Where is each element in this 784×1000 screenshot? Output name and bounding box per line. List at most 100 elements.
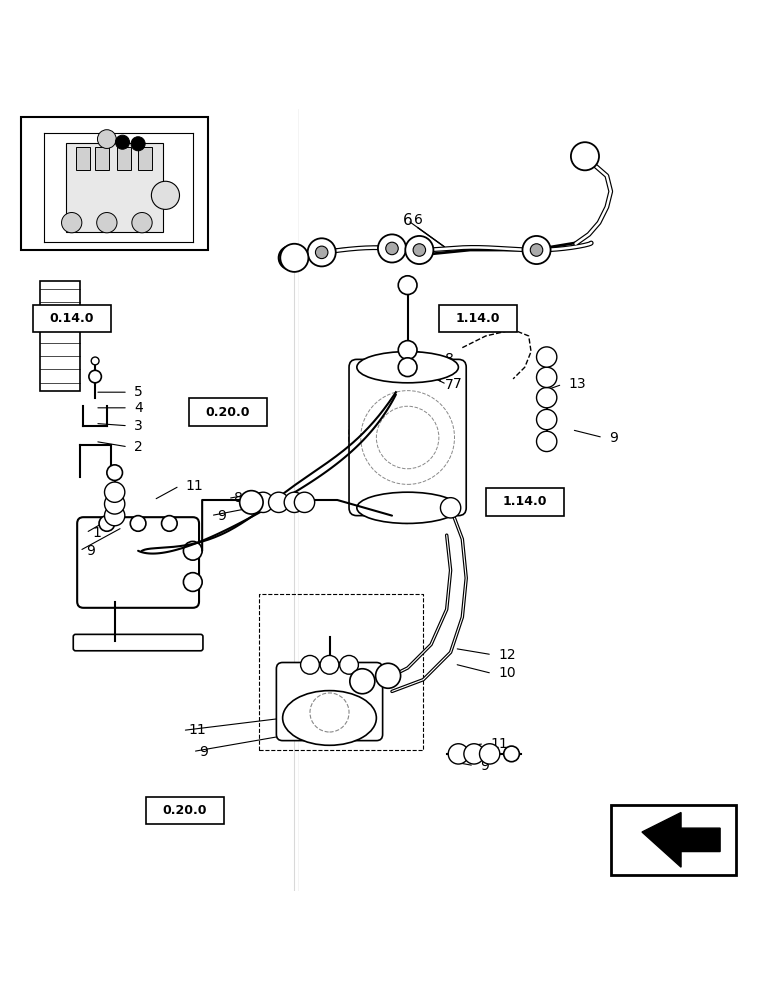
Text: 0.20.0: 0.20.0 bbox=[163, 804, 207, 817]
Circle shape bbox=[61, 213, 82, 233]
Text: 3: 3 bbox=[134, 419, 143, 433]
Circle shape bbox=[398, 276, 417, 295]
Text: 10: 10 bbox=[499, 666, 516, 680]
Circle shape bbox=[405, 236, 434, 264]
FancyBboxPatch shape bbox=[66, 143, 163, 232]
Text: 9: 9 bbox=[85, 544, 95, 558]
Circle shape bbox=[300, 655, 319, 674]
FancyBboxPatch shape bbox=[95, 147, 109, 170]
FancyBboxPatch shape bbox=[117, 147, 131, 170]
Circle shape bbox=[294, 492, 314, 512]
Ellipse shape bbox=[357, 492, 459, 523]
FancyBboxPatch shape bbox=[611, 805, 735, 875]
Circle shape bbox=[386, 242, 398, 255]
Circle shape bbox=[398, 341, 417, 359]
Text: 7: 7 bbox=[445, 378, 454, 392]
Text: 12: 12 bbox=[499, 648, 516, 662]
FancyBboxPatch shape bbox=[33, 305, 111, 332]
Circle shape bbox=[279, 246, 302, 270]
Circle shape bbox=[536, 431, 557, 452]
Circle shape bbox=[320, 655, 339, 674]
Circle shape bbox=[240, 491, 263, 514]
Text: 9: 9 bbox=[217, 509, 226, 523]
Circle shape bbox=[132, 213, 152, 233]
Circle shape bbox=[536, 367, 557, 388]
Circle shape bbox=[376, 663, 401, 688]
Text: 1: 1 bbox=[92, 526, 101, 540]
Circle shape bbox=[536, 388, 557, 408]
Ellipse shape bbox=[282, 691, 376, 745]
Circle shape bbox=[315, 246, 328, 259]
Text: 9: 9 bbox=[199, 745, 208, 759]
Circle shape bbox=[398, 358, 417, 377]
Circle shape bbox=[571, 142, 599, 170]
Circle shape bbox=[503, 746, 519, 762]
Circle shape bbox=[530, 244, 543, 256]
Ellipse shape bbox=[357, 352, 459, 383]
Circle shape bbox=[480, 744, 500, 764]
Circle shape bbox=[104, 482, 125, 502]
Text: 6: 6 bbox=[414, 213, 423, 227]
Circle shape bbox=[96, 213, 117, 233]
Circle shape bbox=[284, 252, 296, 264]
FancyBboxPatch shape bbox=[138, 147, 152, 170]
Circle shape bbox=[536, 347, 557, 367]
Circle shape bbox=[104, 494, 125, 514]
Circle shape bbox=[413, 244, 426, 256]
Circle shape bbox=[253, 492, 274, 512]
Circle shape bbox=[339, 655, 358, 674]
Circle shape bbox=[89, 370, 101, 383]
FancyBboxPatch shape bbox=[146, 797, 224, 824]
FancyBboxPatch shape bbox=[77, 517, 199, 608]
Circle shape bbox=[104, 505, 125, 526]
Circle shape bbox=[522, 236, 550, 264]
Text: 4: 4 bbox=[134, 401, 143, 415]
FancyBboxPatch shape bbox=[21, 117, 209, 250]
Circle shape bbox=[107, 465, 122, 480]
Circle shape bbox=[91, 357, 99, 365]
Circle shape bbox=[307, 238, 336, 266]
Text: 1.14.0: 1.14.0 bbox=[456, 312, 500, 325]
Text: 11: 11 bbox=[186, 479, 204, 493]
FancyBboxPatch shape bbox=[75, 147, 89, 170]
FancyBboxPatch shape bbox=[486, 488, 564, 516]
Circle shape bbox=[281, 244, 308, 272]
FancyBboxPatch shape bbox=[189, 398, 267, 426]
Circle shape bbox=[284, 492, 304, 512]
Text: 6: 6 bbox=[403, 213, 445, 247]
Circle shape bbox=[536, 409, 557, 430]
Text: 11: 11 bbox=[189, 723, 207, 737]
FancyBboxPatch shape bbox=[41, 281, 79, 391]
Circle shape bbox=[130, 516, 146, 531]
Text: 1.14.0: 1.14.0 bbox=[503, 495, 547, 508]
Circle shape bbox=[441, 498, 461, 518]
Text: 13: 13 bbox=[568, 377, 586, 391]
Circle shape bbox=[99, 516, 114, 531]
Circle shape bbox=[183, 541, 202, 560]
FancyBboxPatch shape bbox=[277, 662, 383, 741]
Polygon shape bbox=[642, 812, 720, 867]
Circle shape bbox=[151, 181, 180, 209]
Circle shape bbox=[183, 573, 202, 591]
Circle shape bbox=[131, 137, 145, 151]
FancyBboxPatch shape bbox=[439, 305, 517, 332]
Circle shape bbox=[269, 492, 289, 512]
FancyBboxPatch shape bbox=[73, 634, 203, 651]
Text: 0.14.0: 0.14.0 bbox=[49, 312, 94, 325]
Circle shape bbox=[162, 516, 177, 531]
Text: 11: 11 bbox=[491, 737, 508, 751]
Text: 7: 7 bbox=[453, 377, 462, 391]
Text: 2: 2 bbox=[134, 440, 143, 454]
Circle shape bbox=[115, 135, 129, 149]
Circle shape bbox=[97, 130, 116, 148]
Text: 9: 9 bbox=[609, 431, 618, 445]
Text: 9: 9 bbox=[481, 759, 489, 773]
Circle shape bbox=[378, 234, 406, 263]
FancyBboxPatch shape bbox=[349, 359, 466, 516]
Text: 8: 8 bbox=[445, 352, 454, 366]
Circle shape bbox=[448, 744, 469, 764]
Text: 8: 8 bbox=[234, 491, 243, 505]
Text: 5: 5 bbox=[134, 385, 143, 399]
Circle shape bbox=[350, 669, 375, 694]
Circle shape bbox=[464, 744, 485, 764]
